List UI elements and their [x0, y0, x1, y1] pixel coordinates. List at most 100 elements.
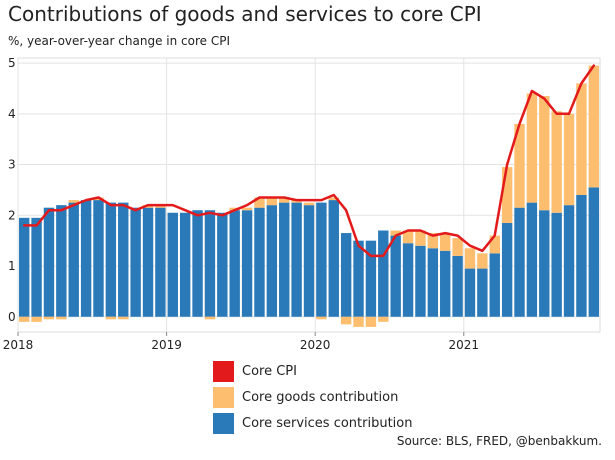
bar-core-services: [241, 210, 253, 317]
y-tick-label: 4: [8, 107, 16, 121]
bar-core-goods: [440, 233, 451, 251]
bar-core-services: [415, 245, 426, 317]
bar-core-services: [563, 205, 575, 317]
bar-core-goods: [390, 230, 401, 236]
legend-item-core-cpi: Core CPI: [213, 358, 412, 384]
bar-core-goods: [588, 65, 600, 188]
core-cpi-line: [22, 64, 596, 258]
bar-core-goods: [551, 111, 562, 213]
legend-label: Core CPI: [242, 363, 297, 379]
bar-core-services: [68, 202, 79, 317]
bar-core-services: [353, 240, 364, 317]
bar-core-goods: [68, 200, 79, 203]
bar-core-goods: [576, 83, 587, 195]
chart-title: Contributions of goods and services to c…: [8, 2, 482, 26]
bars: [18, 65, 600, 327]
bar-core-services: [390, 235, 401, 317]
y-tick-label: 0: [8, 310, 16, 324]
bar-core-goods: [427, 233, 439, 249]
bar-core-goods: [303, 202, 315, 206]
bar-core-goods: [477, 253, 488, 269]
bar-core-goods: [378, 316, 389, 322]
bar-core-services: [316, 202, 327, 317]
bar-core-services: [80, 200, 92, 317]
bar-core-goods: [155, 205, 166, 208]
bar-core-services: [427, 248, 439, 317]
bar-core-goods: [489, 235, 500, 254]
bar-core-goods: [415, 230, 426, 246]
bar-core-services: [464, 268, 476, 317]
bar-core-goods: [365, 316, 377, 327]
bar-core-goods: [452, 238, 463, 256]
bar-core-services: [266, 205, 278, 317]
bar-core-goods: [118, 316, 129, 320]
bar-core-goods: [514, 123, 525, 208]
bar-core-services: [514, 207, 525, 317]
legend: Core CPI Core goods contribution Core se…: [213, 358, 412, 436]
bar-core-goods: [539, 96, 550, 211]
legend-swatch-core-cpi: [213, 360, 234, 382]
bar-core-services: [365, 240, 377, 317]
x-tick-label: 2021: [449, 338, 480, 352]
bar-core-services: [440, 250, 451, 317]
chart-subtitle: %, year-over-year change in core CPI: [8, 34, 230, 48]
bar-core-services: [254, 207, 265, 317]
legend-item-core-services: Core services contribution: [213, 410, 412, 436]
y-tick-label: 3: [8, 158, 16, 172]
bar-core-services: [452, 255, 463, 317]
bar-core-services: [18, 217, 30, 317]
bar-core-goods: [31, 316, 42, 322]
bar-core-services: [378, 230, 389, 317]
bar-core-services: [93, 200, 104, 317]
x-tick-label: 2019: [151, 338, 182, 352]
bar-core-services: [192, 210, 203, 317]
bar-core-services: [130, 207, 141, 317]
bar-core-services: [303, 205, 315, 317]
bar-core-services: [167, 212, 178, 317]
bar-core-goods: [501, 167, 513, 223]
bar-core-goods: [254, 197, 265, 208]
bar-core-services: [489, 253, 500, 317]
bar-core-services: [155, 207, 166, 317]
bar-core-goods: [105, 316, 117, 320]
bar-core-services: [279, 202, 290, 317]
legend-swatch-core-goods: [213, 386, 234, 408]
bar-core-services: [31, 217, 42, 317]
bar-core-services: [526, 202, 538, 317]
bar-core-goods: [464, 248, 476, 269]
bar-core-services: [588, 187, 600, 317]
source-note: Source: BLS, FRED, @benbakkum.: [396, 434, 602, 448]
y-tick-label: 5: [8, 56, 16, 70]
bar-core-services: [340, 233, 352, 317]
bar-core-services: [142, 207, 154, 317]
bar-core-goods: [43, 316, 55, 320]
bar-core-goods: [563, 113, 575, 206]
bar-core-goods: [340, 316, 352, 325]
bar-core-services: [105, 202, 117, 317]
bar-core-goods: [56, 316, 67, 320]
x-tick-label: 2020: [300, 338, 331, 352]
bar-core-services: [501, 222, 513, 317]
bar-core-services: [56, 205, 67, 317]
bar-core-services: [328, 200, 339, 317]
bar-core-goods: [526, 93, 538, 203]
bar-core-services: [179, 212, 191, 317]
bar-core-goods: [279, 197, 290, 203]
y-tick-label: 1: [8, 259, 16, 273]
bar-core-goods: [18, 316, 30, 322]
legend-swatch-core-services: [213, 412, 234, 434]
bar-core-services: [229, 210, 240, 317]
axes: 0 1 2 3 4 5 2018 2019 2020 2021: [3, 56, 479, 352]
bar-core-services: [217, 212, 228, 317]
gridlines: [17, 57, 601, 333]
legend-item-core-goods: Core goods contribution: [213, 384, 412, 410]
y-tick-label: 2: [8, 208, 16, 222]
bar-core-services: [43, 207, 55, 317]
bar-core-services: [477, 268, 488, 317]
bar-core-services: [402, 243, 414, 317]
bar-core-services: [539, 210, 550, 317]
bar-core-goods: [316, 316, 327, 320]
bar-core-goods: [204, 316, 216, 320]
